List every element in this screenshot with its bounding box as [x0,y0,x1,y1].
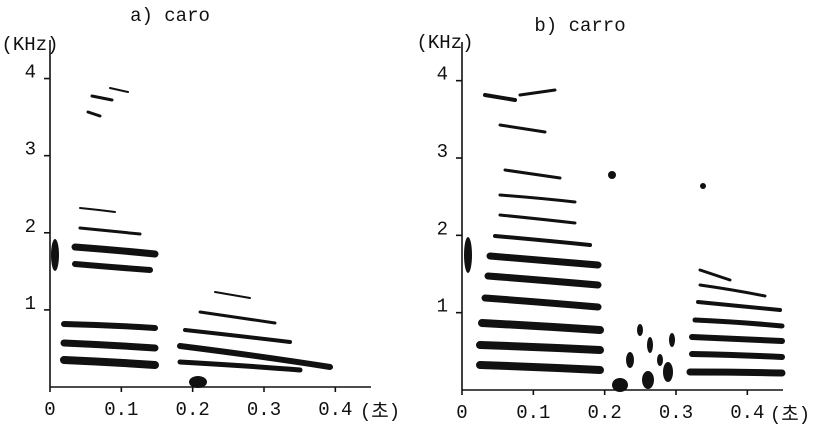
x-tick-label: 0.4 [730,402,764,424]
formant [481,294,602,311]
noise [189,376,207,388]
y-tick-label: 2 [25,216,36,238]
formant [86,110,102,118]
formant [177,359,303,373]
x-tick-label: 0 [456,402,467,424]
x-tick-label: 0.3 [247,399,281,421]
formant [498,193,577,204]
x-tick-label: 0.1 [104,399,138,421]
y-tick-label: 2 [437,218,448,240]
x-tick-label: 0.1 [516,402,550,424]
chart-title: a) caro [130,5,210,27]
x-axis-label: (초) [360,401,400,423]
noise [608,171,706,392]
x-tick-label: 0.2 [176,399,210,421]
x-tick-label: 0.2 [588,402,622,424]
formant [476,361,604,374]
formant [183,328,292,344]
formant [518,88,557,97]
formant [177,343,333,370]
formant [698,283,767,298]
formant [493,234,592,247]
formant [686,368,786,377]
y-tick-label: 4 [25,62,36,84]
x-tick-label: 0 [44,399,55,421]
formant [72,261,153,273]
y-axis-label: (KHz) [1,34,58,56]
formant [90,94,114,102]
spectrogram-a-marks [51,87,333,388]
formant [689,334,785,344]
formant [71,243,159,258]
y-tick-label: 3 [25,139,36,161]
formant [698,268,732,282]
formant [78,226,142,236]
formant [498,123,547,134]
y-tick-label: 4 [437,64,448,86]
y-axis-label: (KHz) [416,32,473,54]
y-tick-label: 1 [25,293,36,315]
y-tick-label: 1 [437,296,448,318]
formant [478,319,604,334]
formant [214,291,251,299]
formant [198,310,277,325]
formant [498,213,577,225]
y-tick-label: 3 [437,141,448,163]
formant [484,272,602,289]
formant [60,356,159,369]
formant [483,93,517,102]
formant [61,321,158,331]
noise [51,239,59,271]
formant [696,300,782,312]
noise [464,237,472,273]
formant [60,339,159,352]
formant [503,168,562,180]
formant [689,351,785,360]
formant [692,317,785,329]
x-tick-label: 0.3 [659,402,693,424]
formant [79,207,116,213]
formant [109,87,129,93]
x-axis-label: (초) [770,404,810,426]
x-tick-label: 0.4 [318,399,352,421]
formant [486,252,602,269]
spectrogram-b-marks [464,88,786,392]
formant [476,341,604,354]
chart-title: b) carro [534,15,625,37]
